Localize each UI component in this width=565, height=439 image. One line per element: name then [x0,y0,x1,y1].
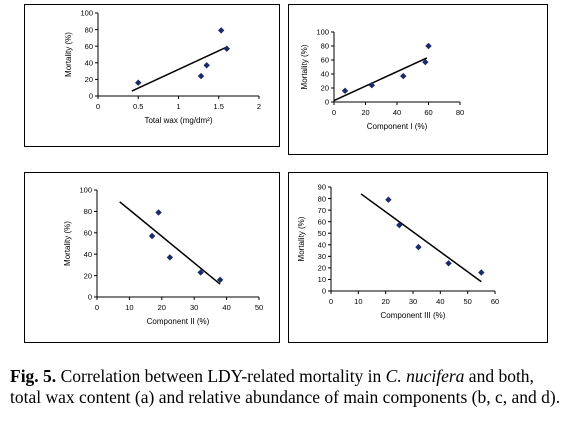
y-tick-label: 60 [321,56,329,65]
chart-d: 0 10 20 30 40 50 60 0 10 20 30 40 50 60 70 80 90 Componen… [297,183,499,320]
data-point [135,79,142,86]
figure-caption: Fig. 5. Correlation between LDY-related … [10,366,562,408]
caption-text-after: and both, total wax content (a) and rela… [10,366,561,407]
x-tick-label: 40 [436,297,444,306]
data-point [425,42,432,50]
data-point [223,45,230,52]
caption-text-before: Correlation between LDY-related mortalit… [56,366,386,386]
x-tick-label: 20 [381,297,389,306]
x-tick-label: 30 [409,297,417,306]
panel-b-component-1: 0 20 40 60 80 0 20 40 60 80 100 Component I (%) Mort… [288,4,548,155]
x-tick-label: 1 [176,102,180,111]
trend-line [131,46,228,92]
x-axis-label: Component I (%) [367,122,428,131]
data-point [197,72,205,80]
y-tick-label: 90 [318,183,326,192]
y-tick-label: 80 [321,42,329,51]
data-point [166,254,174,261]
y-tick-label: 60 [84,229,92,238]
x-tick-label: 50 [255,303,263,312]
chart-b: 0 20 40 60 80 0 20 40 60 80 100 Component I (%) Mort… [300,28,464,131]
x-tick-label: 60 [424,108,432,117]
x-tick-label: 2 [257,102,261,111]
panel-d-component-3: 0 10 20 30 40 50 60 0 10 20 30 40 50 60 70 80 90 Componen… [288,172,548,343]
data-point [197,269,204,276]
x-tick-label: 0 [332,108,336,117]
data-point [216,276,224,284]
y-tick-label: 0 [89,92,93,101]
y-tick-label: 80 [85,25,93,34]
data-point [217,27,225,34]
data-point [396,221,403,229]
y-axis-label: Mortality (%) [63,221,72,266]
y-tick-label: 80 [318,194,326,203]
x-tick-label: 0 [95,303,99,312]
x-tick-label: 30 [190,303,198,312]
x-tick-label: 0 [329,297,333,306]
x-tick-label: 80 [456,108,464,117]
y-tick-label: 40 [318,240,326,249]
data-point [478,269,485,276]
x-tick-label: 40 [393,108,401,117]
y-tick-label: 80 [84,207,92,216]
x-axis-label: Component III (%) [381,311,446,320]
y-tick-label: 0 [88,293,92,302]
data-point [422,58,429,66]
y-axis-label: Mortality (%) [297,216,306,261]
x-tick-label: 0 [96,102,100,111]
y-tick-label: 70 [318,206,326,215]
y-tick-label: 0 [322,287,326,296]
y-tick-label: 40 [321,70,329,79]
data-point [368,82,375,89]
y-tick-label: 20 [318,264,326,273]
x-axis-label: Total wax (mg/dm²) [144,116,212,125]
x-tick-label: 60 [491,297,499,306]
trend-line [333,57,428,102]
data-point [203,62,210,69]
y-axis-label: Mortality (%) [64,32,73,77]
y-tick-label: 20 [84,271,92,280]
panel-a-total-wax: 0 0.5 1 1.5 2 0 20 40 60 80 100 Total wax (mg/dm²) M… [24,4,280,147]
x-tick-label: 10 [354,297,362,306]
data-point [385,196,392,203]
data-point [148,232,156,240]
data-point [341,87,349,94]
y-tick-label: 100 [80,9,93,18]
x-tick-label: 10 [125,303,133,312]
caption-species: C. nucifera [385,366,465,386]
panel-c-component-2: 0 10 20 30 40 50 0 20 40 60 80 100 Component II (%) M… [24,172,280,343]
x-tick-label: 40 [222,303,230,312]
y-tick-label: 0 [325,98,329,107]
x-tick-label: 1.5 [214,102,224,111]
y-tick-label: 20 [321,84,329,93]
data-point [445,260,452,267]
trend-line [119,201,221,285]
data-point [415,243,422,251]
y-tick-label: 30 [318,252,326,261]
y-tick-label: 20 [85,75,93,84]
y-tick-label: 50 [318,229,326,238]
x-tick-label: 20 [158,303,166,312]
chart-c: 0 10 20 30 40 50 0 20 40 60 80 100 Component II (%) M… [63,186,263,326]
data-point [400,72,407,80]
y-tick-label: 10 [318,275,326,284]
y-tick-label: 100 [79,186,92,195]
x-tick-label: 50 [463,297,471,306]
y-tick-label: 40 [85,59,93,68]
y-tick-label: 40 [84,250,92,259]
data-point [155,209,162,216]
y-axis-label: Mortality (%) [300,44,309,89]
y-tick-label: 60 [85,42,93,51]
x-tick-label: 0.5 [133,102,143,111]
y-tick-label: 60 [318,217,326,226]
x-tick-label: 20 [361,108,369,117]
y-tick-label: 100 [316,28,329,37]
trend-line [360,193,482,283]
x-axis-label: Component II (%) [147,317,210,326]
caption-label: Fig. 5. [10,366,57,386]
